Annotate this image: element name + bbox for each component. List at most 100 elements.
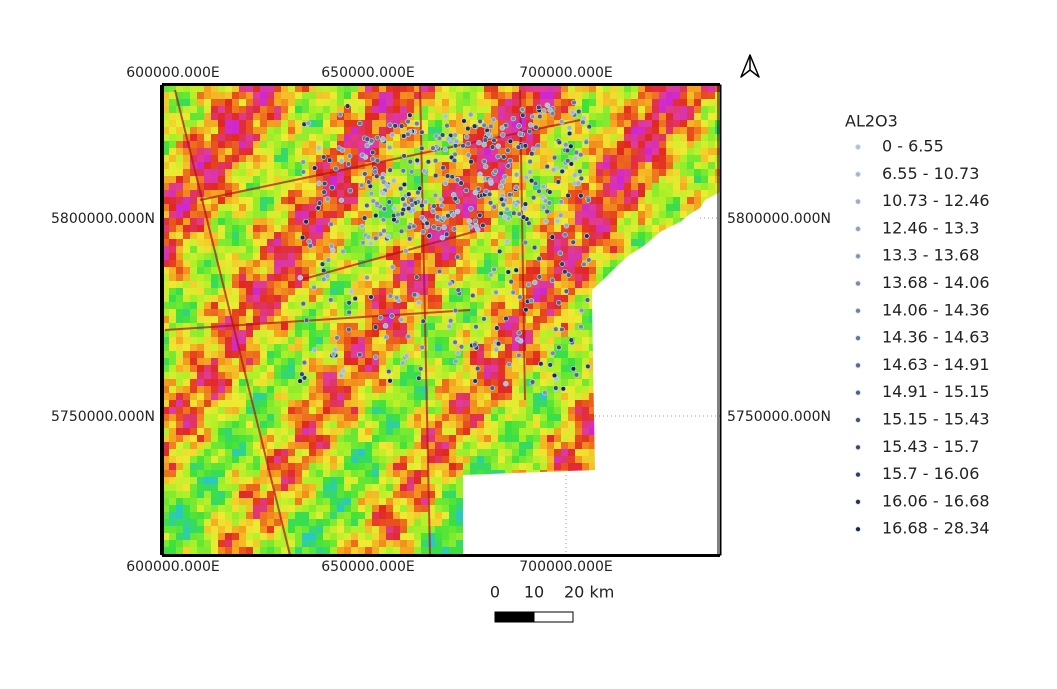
raster-cell [428, 169, 435, 176]
raster-cell [386, 246, 393, 253]
raster-cell [421, 183, 428, 190]
raster-cell [456, 421, 463, 428]
raster-cell [372, 477, 379, 484]
raster-cell [190, 302, 197, 309]
raster-cell [694, 295, 701, 302]
raster-cell [239, 372, 246, 379]
raster-cell [708, 211, 715, 218]
raster-cell [281, 281, 288, 288]
raster-cell [176, 372, 183, 379]
raster-cell [708, 148, 715, 155]
raster-cell [484, 246, 491, 253]
raster-cell [274, 148, 281, 155]
raster-cell [596, 246, 603, 253]
raster-cell [708, 232, 715, 239]
raster-cell [197, 253, 204, 260]
raster-cell [253, 393, 260, 400]
raster-cell [358, 85, 365, 92]
raster-cell [624, 449, 631, 456]
raster-cell [701, 379, 708, 386]
raster-cell [596, 288, 603, 295]
raster-cell [463, 358, 470, 365]
raster-cell [470, 386, 477, 393]
raster-cell [330, 274, 337, 281]
raster-cell [498, 288, 505, 295]
raster-cell [274, 225, 281, 232]
raster-cell [344, 379, 351, 386]
raster-cell [540, 442, 547, 449]
raster-cell [386, 435, 393, 442]
raster-cell [638, 386, 645, 393]
raster-cell [526, 421, 533, 428]
raster-cell [218, 449, 225, 456]
raster-cell [316, 267, 323, 274]
raster-cell [463, 498, 470, 505]
raster-cell [435, 85, 442, 92]
raster-cell [589, 169, 596, 176]
raster-cell [505, 211, 512, 218]
raster-cell [428, 456, 435, 463]
raster-cell [652, 225, 659, 232]
raster-cell [519, 400, 526, 407]
raster-cell [631, 435, 638, 442]
raster-cell [442, 183, 449, 190]
raster-cell [232, 379, 239, 386]
raster-cell [372, 260, 379, 267]
raster-cell [624, 351, 631, 358]
raster-cell [407, 365, 414, 372]
raster-cell [554, 330, 561, 337]
raster-cell [505, 512, 512, 519]
raster-cell [610, 92, 617, 99]
raster-cell [617, 344, 624, 351]
raster-cell [442, 456, 449, 463]
raster-cell [365, 225, 372, 232]
raster-cell [645, 225, 652, 232]
raster-cell [526, 260, 533, 267]
raster-cell [484, 407, 491, 414]
raster-cell [344, 148, 351, 155]
raster-cell [645, 246, 652, 253]
raster-cell [288, 155, 295, 162]
raster-cell [337, 421, 344, 428]
raster-cell [302, 421, 309, 428]
raster-cell [533, 85, 540, 92]
raster-cell [673, 379, 680, 386]
raster-cell [428, 400, 435, 407]
raster-cell [260, 274, 267, 281]
raster-cell [645, 162, 652, 169]
raster-cell [645, 449, 652, 456]
raster-cell [484, 498, 491, 505]
raster-cell [190, 400, 197, 407]
raster-cell [456, 281, 463, 288]
raster-cell [547, 183, 554, 190]
raster-cell [253, 141, 260, 148]
raster-cell [183, 113, 190, 120]
raster-cell [666, 498, 673, 505]
raster-cell [330, 309, 337, 316]
raster-cell [162, 211, 169, 218]
raster-cell [253, 204, 260, 211]
raster-cell [323, 162, 330, 169]
raster-cell [225, 127, 232, 134]
raster-cell [344, 505, 351, 512]
raster-cell [351, 92, 358, 99]
raster-cell [666, 190, 673, 197]
raster-cell [498, 323, 505, 330]
raster-cell [645, 85, 652, 92]
raster-cell [638, 113, 645, 120]
raster-cell [708, 498, 715, 505]
raster-cell [526, 302, 533, 309]
raster-cell [526, 155, 533, 162]
raster-cell [491, 85, 498, 92]
raster-cell [512, 414, 519, 421]
raster-cell [659, 190, 666, 197]
raster-cell [246, 169, 253, 176]
raster-cell [498, 267, 505, 274]
raster-cell [239, 414, 246, 421]
raster-cell [246, 407, 253, 414]
raster-cell [211, 302, 218, 309]
raster-cell [337, 470, 344, 477]
raster-cell [617, 456, 624, 463]
raster-cell [218, 253, 225, 260]
raster-cell [407, 316, 414, 323]
